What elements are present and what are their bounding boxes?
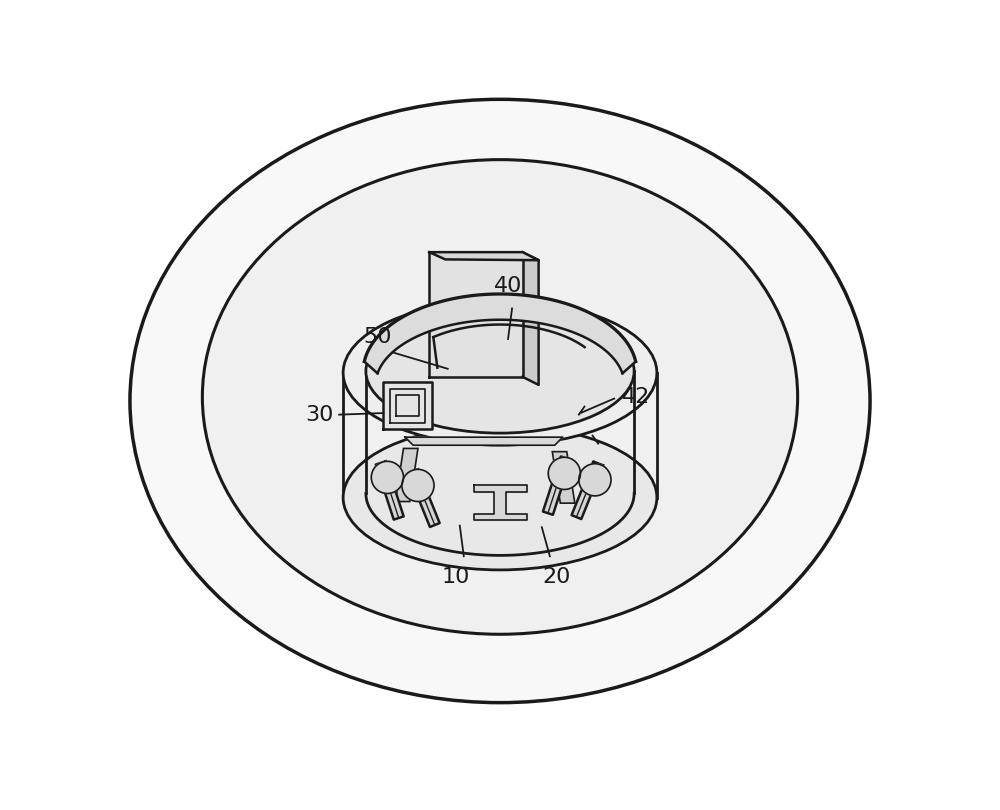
- Circle shape: [579, 463, 611, 496]
- Text: 30: 30: [305, 405, 333, 424]
- Polygon shape: [376, 462, 404, 520]
- Ellipse shape: [130, 100, 870, 702]
- Text: 20: 20: [542, 568, 570, 587]
- Circle shape: [548, 458, 580, 489]
- Polygon shape: [429, 252, 539, 260]
- Polygon shape: [383, 382, 432, 429]
- Circle shape: [402, 469, 434, 501]
- Polygon shape: [395, 449, 418, 501]
- Polygon shape: [523, 252, 539, 385]
- Polygon shape: [572, 462, 603, 519]
- Polygon shape: [405, 437, 563, 446]
- Polygon shape: [364, 294, 636, 373]
- Polygon shape: [408, 469, 440, 527]
- Text: 40: 40: [494, 276, 522, 296]
- Ellipse shape: [366, 309, 634, 433]
- Polygon shape: [429, 252, 523, 377]
- Ellipse shape: [343, 425, 657, 570]
- Polygon shape: [543, 457, 571, 515]
- Ellipse shape: [343, 301, 657, 446]
- Polygon shape: [552, 452, 575, 503]
- Text: 50: 50: [363, 327, 392, 347]
- Polygon shape: [474, 485, 527, 520]
- Text: 10: 10: [442, 568, 470, 587]
- Ellipse shape: [343, 301, 657, 446]
- Ellipse shape: [202, 160, 798, 634]
- Text: 42: 42: [622, 387, 651, 407]
- Circle shape: [371, 462, 403, 493]
